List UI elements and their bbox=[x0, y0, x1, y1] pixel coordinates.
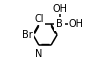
Text: Br: Br bbox=[22, 30, 32, 40]
Text: OH: OH bbox=[68, 19, 83, 29]
Text: B: B bbox=[56, 19, 63, 29]
Text: OH: OH bbox=[52, 4, 67, 14]
Text: N: N bbox=[35, 49, 42, 59]
Text: Cl: Cl bbox=[35, 14, 44, 24]
